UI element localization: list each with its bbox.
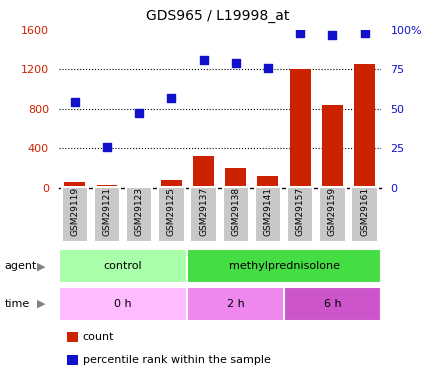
Bar (321, 105, 342, 188)
Text: GDS965 / L19998_at: GDS965 / L19998_at (145, 9, 289, 23)
Text: GSM29125: GSM29125 (167, 188, 175, 236)
Text: ▶: ▶ (37, 261, 46, 271)
Bar (64, 182, 85, 188)
Point (135, 111, 142, 117)
Text: time: time (4, 299, 30, 309)
Bar (222, 188, 248, 242)
Point (296, 30, 303, 36)
Bar (319, 188, 345, 242)
Point (71, 99, 78, 105)
Point (103, 144, 110, 150)
Text: GSM29157: GSM29157 (295, 188, 304, 237)
Text: GSM29138: GSM29138 (231, 188, 240, 237)
Bar (126, 188, 152, 242)
Text: 2 h: 2 h (227, 299, 244, 309)
Text: methylprednisolone: methylprednisolone (228, 261, 339, 271)
Bar (128, 186, 149, 188)
Bar (289, 69, 310, 188)
Bar (161, 180, 181, 188)
Bar (187, 287, 283, 321)
Bar (286, 188, 312, 242)
Bar (225, 168, 246, 188)
Bar (158, 188, 184, 242)
Text: GSM29137: GSM29137 (199, 188, 207, 237)
Bar (283, 287, 380, 321)
Text: GSM29123: GSM29123 (135, 188, 143, 236)
Text: agent: agent (4, 261, 36, 271)
Text: GSM29159: GSM29159 (327, 188, 336, 237)
Point (200, 57, 207, 63)
Bar (190, 188, 216, 242)
Text: 0 h: 0 h (114, 299, 132, 309)
Point (168, 95, 174, 101)
Point (264, 65, 271, 71)
Text: GSM29141: GSM29141 (263, 188, 272, 236)
Bar (62, 188, 88, 242)
Bar (257, 176, 278, 188)
Point (360, 30, 367, 36)
Bar (59, 287, 187, 321)
Text: GSM29119: GSM29119 (70, 188, 79, 237)
Bar (351, 188, 377, 242)
Text: ▶: ▶ (37, 299, 46, 309)
Point (328, 32, 335, 38)
Point (232, 60, 239, 66)
Text: control: control (104, 261, 142, 271)
Bar (353, 64, 374, 188)
Bar (254, 188, 280, 242)
Text: GSM29121: GSM29121 (102, 188, 111, 236)
Text: 6 h: 6 h (323, 299, 340, 309)
Text: percentile rank within the sample: percentile rank within the sample (82, 355, 270, 365)
Bar (187, 249, 380, 283)
Bar (59, 249, 187, 283)
Text: count: count (82, 332, 114, 342)
Bar (96, 184, 117, 188)
Bar (94, 188, 120, 242)
Bar (193, 156, 214, 188)
Text: GSM29161: GSM29161 (359, 188, 368, 237)
